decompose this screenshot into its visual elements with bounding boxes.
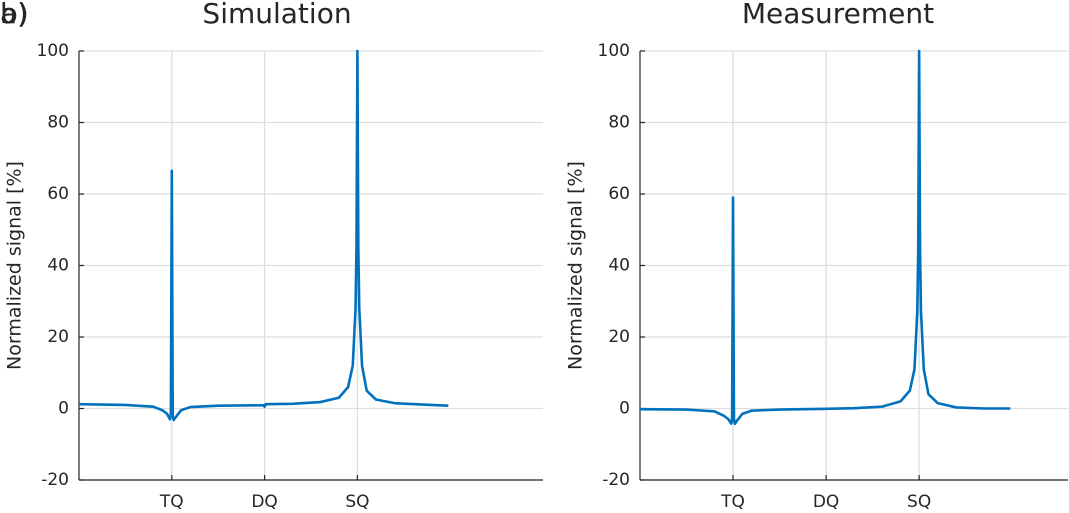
panel-label: b) — [0, 0, 29, 30]
data-line — [639, 49, 1011, 426]
y-tick-label: 100 — [37, 41, 69, 61]
panel: a) Simulation Normalized signal [%] -20 0 20 4… — [0, 0, 543, 512]
y-tick-label: 60 — [47, 184, 69, 204]
y-tick-label: -20 — [41, 470, 69, 490]
x-tick-label: TQ — [720, 492, 745, 512]
y-tick-label: 20 — [608, 327, 630, 347]
y-tick-label: 40 — [608, 256, 630, 276]
panel-label: a) — [0, 0, 28, 30]
data-line — [78, 49, 449, 422]
y-tick-label: 20 — [47, 327, 69, 347]
x-tick-label: TQ — [159, 492, 184, 512]
y-tick-label: -20 — [602, 470, 630, 490]
y-tick-label: 60 — [608, 184, 630, 204]
y-tick-label: 40 — [47, 256, 69, 276]
x-tick-label: DQ — [251, 492, 277, 512]
x-tick-label: SQ — [345, 492, 369, 512]
y-tick-label: 0 — [619, 399, 630, 419]
y-tick-label: 0 — [58, 399, 69, 419]
chart-title: Simulation — [202, 0, 351, 30]
y-axis-label: Normalized signal [%] — [4, 161, 26, 370]
y-tick-label: 100 — [598, 41, 630, 61]
y-tick-label: 80 — [47, 113, 69, 133]
chart-title: Measurement — [742, 0, 934, 30]
y-tick-label: 80 — [608, 113, 630, 133]
x-tick-label: DQ — [813, 492, 839, 512]
y-axis-label: Normalized signal [%] — [565, 161, 587, 370]
x-tick-label: SQ — [907, 492, 931, 512]
